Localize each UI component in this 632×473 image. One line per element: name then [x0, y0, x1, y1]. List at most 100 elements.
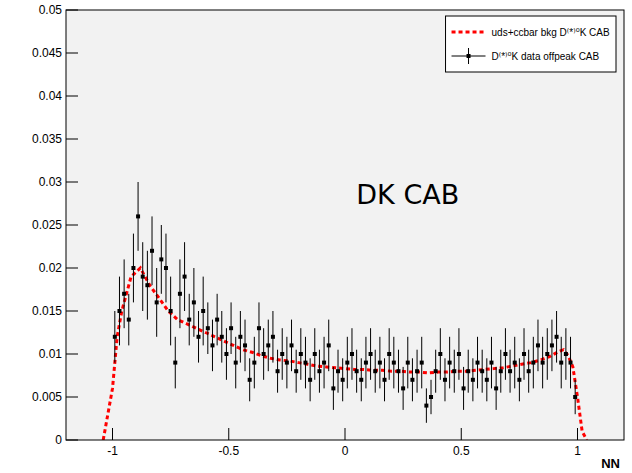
data-point: [401, 386, 405, 390]
y-tick-label: 0.005: [32, 390, 62, 404]
data-point: [476, 361, 480, 365]
data-point: [434, 369, 438, 373]
x-tick: [345, 428, 346, 440]
x-tick-label: -1: [107, 444, 118, 458]
data-point: [350, 352, 354, 356]
data-point: [257, 326, 261, 330]
data-point: [373, 369, 377, 373]
data-point: [145, 283, 149, 287]
data-point: [183, 275, 187, 279]
y-tick-label: 0.03: [39, 175, 63, 189]
data-point: [215, 318, 219, 322]
data-point: [415, 369, 419, 373]
data-point: [573, 395, 577, 399]
data-point: [383, 378, 387, 382]
data-point: [378, 361, 382, 365]
y-tick: [66, 96, 78, 97]
data-point: [285, 361, 289, 365]
data-point: [494, 386, 498, 390]
y-tick-label: 0.045: [32, 46, 62, 60]
data-point: [178, 292, 182, 296]
data-point: [541, 361, 545, 365]
data-point: [443, 378, 447, 382]
frame: [66, 10, 624, 440]
data-point: [480, 369, 484, 373]
data-point: [341, 378, 345, 382]
data-point: [536, 343, 540, 347]
data-point: [266, 343, 270, 347]
chart: 00.0050.010.0150.020.0250.030.0350.040.0…: [0, 0, 632, 473]
legend-symbol: [452, 31, 486, 34]
data-point: [457, 352, 461, 356]
data-point: [499, 369, 503, 373]
plot-area: [66, 10, 624, 440]
data-point: [489, 361, 493, 365]
data-point: [299, 352, 303, 356]
y-tick: [66, 53, 78, 54]
y-tick: [66, 139, 78, 140]
data-point: [485, 378, 489, 382]
y-tick-label: 0.015: [32, 304, 62, 318]
legend-label: uds+ccbar bkg D⁽*⁾⁰K CAB: [492, 27, 610, 38]
data-point: [522, 352, 526, 356]
data-group: [103, 182, 587, 440]
y-tick: [66, 311, 78, 312]
data-point: [531, 361, 535, 365]
data-point: [201, 309, 205, 313]
data-point: [313, 352, 317, 356]
y-tick-label: 0: [55, 433, 62, 447]
y-tick: [66, 397, 78, 398]
data-point: [564, 352, 568, 356]
data-point: [569, 361, 573, 365]
data-point: [229, 326, 233, 330]
data-point: [164, 266, 168, 270]
data-point: [452, 369, 456, 373]
data-point: [462, 386, 466, 390]
x-tick: [461, 428, 462, 440]
data-point: [336, 369, 340, 373]
data-point: [303, 361, 307, 365]
data-point: [243, 343, 247, 347]
x-tick: [112, 428, 113, 440]
data-point: [206, 326, 210, 330]
y-tick-label: 0.025: [32, 218, 62, 232]
data-point: [364, 361, 368, 365]
data-point: [187, 318, 191, 322]
data-point: [155, 300, 159, 304]
data-point: [280, 352, 284, 356]
data-point: [173, 361, 177, 365]
data-point: [355, 369, 359, 373]
data-point: [448, 361, 452, 365]
data-point: [406, 361, 410, 365]
y-tick-label: 0.01: [39, 347, 63, 361]
data-point: [127, 318, 131, 322]
data-point: [420, 361, 424, 365]
data-point: [192, 300, 196, 304]
data-point: [369, 352, 373, 356]
x-axis-title: NN: [601, 456, 620, 471]
data-point: [220, 335, 224, 339]
legend-symbol: [467, 54, 471, 58]
y-tick: [66, 225, 78, 226]
y-tick-label: 0.02: [39, 261, 63, 275]
data-point: [559, 361, 563, 365]
data-point: [210, 343, 214, 347]
legend-label: D⁽*⁾⁰K data offpeak CAB: [492, 51, 600, 62]
legend: uds+ccbar bkg D⁽*⁾⁰K CAB D⁽*⁾⁰K data offp…: [446, 16, 616, 72]
x-tick: [577, 428, 578, 440]
data-point: [248, 378, 252, 382]
data-point: [317, 369, 321, 373]
data-point: [438, 352, 442, 356]
data-point: [359, 378, 363, 382]
data-point: [396, 369, 400, 373]
x-tick-label: 0: [342, 444, 349, 458]
data-point: [471, 378, 475, 382]
data-point: [271, 335, 275, 339]
data-point: [117, 309, 121, 313]
data-point: [503, 352, 507, 356]
data-point: [238, 335, 242, 339]
data-point: [545, 352, 549, 356]
y-tick: [66, 268, 78, 269]
data-point: [410, 378, 414, 382]
data-point: [517, 378, 521, 382]
